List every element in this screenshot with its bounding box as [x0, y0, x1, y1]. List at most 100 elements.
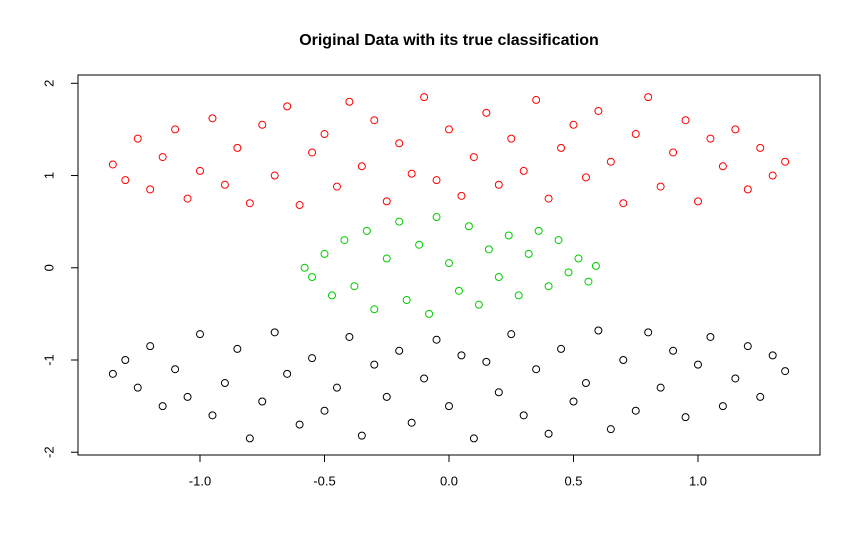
- point: [171, 365, 180, 374]
- point: [133, 383, 142, 392]
- point: [432, 213, 441, 222]
- point: [258, 397, 267, 406]
- point: [474, 300, 483, 309]
- point: [220, 379, 229, 388]
- point: [407, 418, 416, 427]
- x-tick-label: -1.0: [189, 473, 211, 488]
- y-tick-label: 2: [41, 80, 56, 87]
- point: [420, 93, 429, 102]
- point: [295, 201, 304, 210]
- y-tick-label: 0: [41, 264, 56, 271]
- point: [420, 374, 429, 383]
- point: [693, 197, 702, 206]
- point: [283, 102, 292, 111]
- point: [519, 411, 528, 420]
- point: [584, 277, 593, 286]
- point: [631, 406, 640, 415]
- point: [554, 236, 563, 245]
- point: [743, 342, 752, 351]
- point: [171, 125, 180, 134]
- point: [454, 286, 463, 295]
- point: [494, 272, 503, 281]
- point: [382, 197, 391, 206]
- point: [768, 171, 777, 180]
- point: [370, 116, 379, 125]
- point: [245, 199, 254, 208]
- point: [208, 114, 217, 123]
- y-tick-label: 1: [41, 172, 56, 179]
- point: [407, 169, 416, 178]
- point: [382, 254, 391, 263]
- chart-title: Original Data with its true classificati…: [299, 32, 599, 49]
- point: [158, 402, 167, 411]
- point: [196, 330, 205, 339]
- point: [308, 148, 317, 157]
- point: [768, 351, 777, 360]
- point: [669, 346, 678, 355]
- point: [295, 420, 304, 429]
- point: [220, 180, 229, 189]
- point: [425, 309, 434, 318]
- point: [644, 93, 653, 102]
- point: [591, 261, 600, 270]
- point: [432, 335, 441, 344]
- point: [146, 342, 155, 351]
- point: [445, 125, 453, 134]
- x-tick-label: -0.5: [313, 473, 335, 488]
- point: [656, 182, 665, 191]
- point: [482, 108, 491, 117]
- point: [183, 194, 192, 203]
- point: [494, 180, 503, 189]
- point: [245, 434, 254, 443]
- point: [457, 191, 466, 200]
- point: [146, 185, 155, 194]
- point: [581, 379, 590, 388]
- point: [514, 291, 523, 300]
- point: [718, 162, 727, 171]
- point: [432, 176, 441, 185]
- x-tick-label: 0.5: [564, 473, 582, 488]
- point: [345, 97, 354, 106]
- point: [108, 369, 117, 378]
- point: [300, 263, 309, 272]
- point: [457, 351, 466, 360]
- point: [731, 125, 740, 134]
- point: [395, 217, 404, 226]
- point: [158, 153, 167, 162]
- point: [395, 139, 404, 148]
- y-tick-label: -2: [41, 446, 56, 458]
- point: [564, 268, 573, 277]
- point: [482, 357, 491, 366]
- point: [233, 344, 242, 353]
- point: [743, 185, 752, 194]
- point: [656, 383, 665, 392]
- point: [395, 346, 404, 355]
- point: [524, 249, 533, 258]
- point: [706, 134, 715, 143]
- point: [415, 240, 424, 249]
- point: [781, 157, 790, 166]
- point: [606, 425, 615, 434]
- point: [233, 143, 242, 152]
- point: [631, 130, 640, 139]
- x-tick-label: 0.0: [440, 473, 458, 488]
- point: [718, 402, 727, 411]
- point: [494, 388, 503, 397]
- point: [469, 153, 478, 162]
- point: [519, 166, 528, 175]
- point: [569, 120, 578, 129]
- point: [507, 330, 516, 339]
- point: [121, 356, 130, 364]
- point: [532, 95, 541, 104]
- point: [581, 173, 590, 182]
- point: [781, 367, 790, 376]
- point: [340, 236, 349, 245]
- point: [544, 194, 553, 203]
- point: [594, 106, 603, 115]
- point: [270, 171, 279, 180]
- point: [731, 374, 740, 383]
- point: [357, 162, 366, 171]
- point: [557, 143, 566, 152]
- point: [445, 402, 453, 411]
- point: [362, 226, 371, 235]
